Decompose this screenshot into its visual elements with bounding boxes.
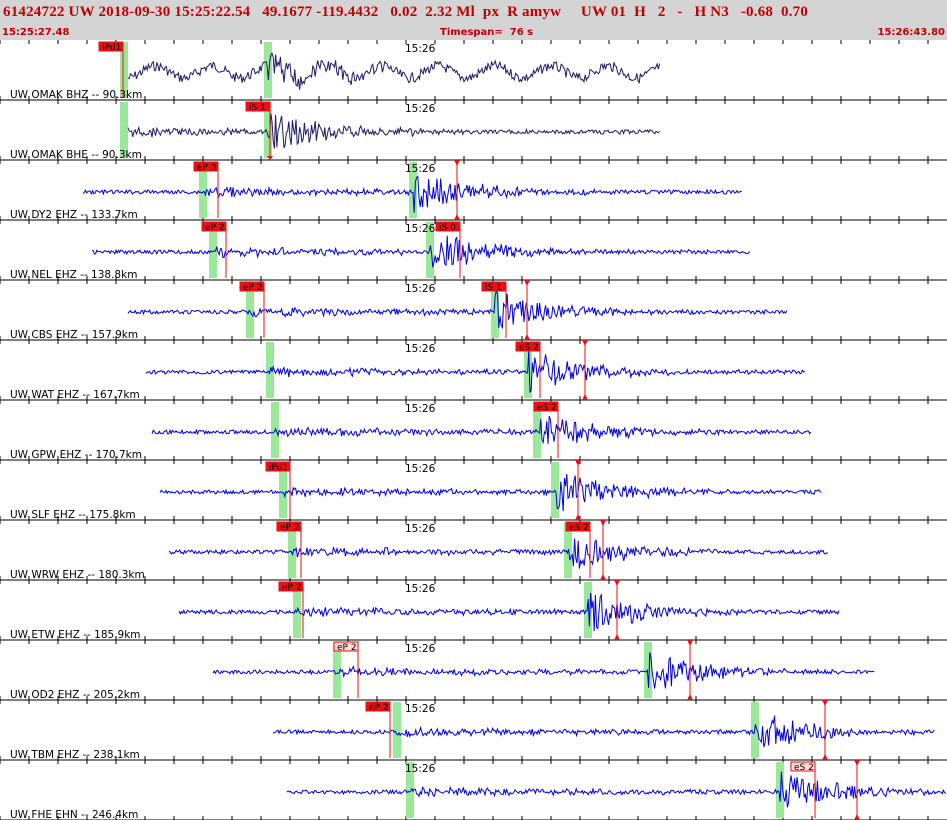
station-label: UW WAT EHZ -- 167.7km [10, 389, 140, 401]
amplitude-marker [267, 156, 273, 160]
amplitude-marker [614, 580, 620, 586]
amplitude-marker [575, 514, 581, 520]
time-marker-label: 15:26 [405, 583, 436, 595]
seismic-waveform [168, 538, 828, 569]
station-label: UW OMAK BHZ -- 90.3km [10, 89, 142, 101]
phase-pick-label: eP 2 [369, 703, 389, 713]
station-label: UW DY2 EHZ -- 133.7km [10, 209, 138, 221]
seismic-waveform [91, 235, 751, 268]
amplitude-marker [600, 574, 606, 580]
time-marker-label: 15:26 [405, 343, 436, 355]
phase-pick-label: eS 2 [519, 343, 539, 353]
phase-pick-label: iS 0 [439, 223, 456, 233]
seismogram-panel[interactable]: 15:26 UW OMAK BHZ -- 90.3km iPd1 15:26 UW OM… [0, 40, 947, 820]
pick-window-bar [584, 582, 592, 638]
station-label: UW OD2 EHZ -- 205.2km [10, 689, 140, 701]
seismic-waveform [127, 290, 788, 330]
pick-window-bar [406, 762, 414, 818]
event-summary: 61424722 UW 2018-09-30 15:25:22.54 49.16… [3, 4, 809, 20]
station-label: UW ETW EHZ -- 185.9km [10, 629, 141, 641]
pick-window-bar [409, 162, 417, 218]
amplitude-marker [454, 214, 460, 220]
pick-window-bar [533, 402, 541, 458]
pick-window-bar [264, 102, 272, 158]
pick-window-bar [199, 162, 207, 218]
amplitude-marker [614, 634, 620, 640]
end-time: 15:26:43.80 [877, 27, 945, 38]
time-marker-label: 15:26 [405, 163, 436, 175]
pick-window-bar [279, 462, 287, 518]
seismic-waveform [159, 474, 822, 512]
amplitude-marker [454, 160, 460, 166]
phase-pick-label: eP 3 [197, 163, 217, 173]
time-marker-label: 15:26 [405, 463, 436, 475]
time-marker-label: 15:26 [405, 403, 436, 415]
time-marker-label: 15:26 [405, 43, 436, 55]
seismic-waveform [286, 771, 947, 808]
phase-pick-label: eS 2 [794, 763, 814, 773]
amplitude-marker [575, 460, 581, 466]
station-label: UW GPW EHZ -- 170.7km [10, 449, 142, 461]
amplitude-marker [687, 694, 693, 700]
pick-window-bar [393, 702, 401, 758]
amplitude-marker [822, 700, 828, 706]
phase-pick-label: eP 2 [337, 643, 357, 653]
start-time: 15:25:27.48 [2, 27, 70, 38]
pick-window-bar [491, 282, 499, 338]
phase-pick-label: iPd1 [102, 43, 121, 53]
amplitude-marker [600, 520, 606, 526]
pick-window-bar [333, 642, 341, 698]
amplitude-marker [854, 814, 860, 820]
phase-pick-label: eS 2 [569, 523, 589, 533]
time-marker-label: 15:26 [405, 103, 436, 115]
phase-pick-label: iS 1 [249, 103, 266, 113]
station-label: UW NEL EHZ -- 138.8km [10, 269, 137, 281]
timespan: Timespan= 76 s [440, 27, 534, 38]
time-marker-label: 15:26 [405, 523, 436, 535]
pick-window-bar [776, 762, 784, 818]
pick-window-bar [209, 222, 217, 278]
seismic-waveform [151, 416, 812, 445]
amplitude-marker [582, 340, 588, 346]
time-marker-label: 15:26 [405, 703, 436, 715]
station-label: UW OMAK BHE -- 90.3km [10, 149, 142, 161]
seismic-waveform [272, 715, 935, 748]
seismic-waveform [127, 52, 661, 90]
time-marker-label: 15:26 [405, 643, 436, 655]
amplitude-marker [582, 394, 588, 400]
seismic-waveform [127, 113, 660, 149]
phase-pick-label: iPd1 [269, 463, 288, 473]
amplitude-marker [524, 334, 530, 340]
amplitude-marker [687, 640, 693, 646]
pick-window-bar [246, 282, 254, 338]
station-label: UW WRW EHZ -- 180.3km [10, 569, 145, 581]
time-marker-label: 15:26 [405, 283, 436, 295]
seismic-waveform [212, 652, 875, 689]
amplitude-marker [822, 754, 828, 760]
seismic-waveform [178, 592, 840, 632]
phase-pick-label: eP 2 [282, 583, 302, 593]
phase-pick-label: iS 1 [485, 283, 502, 293]
station-label: UW CBS EHZ -- 157.9km [10, 329, 138, 341]
station-label: UW FHE EHN -- 246.4km [10, 809, 138, 820]
event-header: 61424722 UW 2018-09-30 15:25:22.54 49.16… [0, 0, 947, 40]
amplitude-marker [854, 760, 860, 766]
pick-window-bar [120, 102, 128, 158]
station-label: UW SLF EHZ -- 175.8km [10, 509, 136, 521]
phase-pick-label: eP 2 [243, 283, 263, 293]
pick-window-bar [644, 642, 652, 698]
time-marker-label: 15:26 [405, 763, 436, 775]
phase-pick-label: eP 2 [280, 523, 300, 533]
station-label: UW TBM EHZ -- 238.1km [10, 749, 140, 761]
pick-window-bar [288, 522, 296, 578]
pick-window-bar [120, 42, 128, 98]
phase-pick-label: eS 2 [537, 403, 557, 413]
phase-pick-label: eP 2 [205, 223, 225, 233]
time-marker-label: 15:26 [405, 223, 436, 235]
seismic-waveform [145, 350, 805, 393]
seismic-waveform [82, 175, 742, 213]
amplitude-marker [524, 280, 530, 286]
